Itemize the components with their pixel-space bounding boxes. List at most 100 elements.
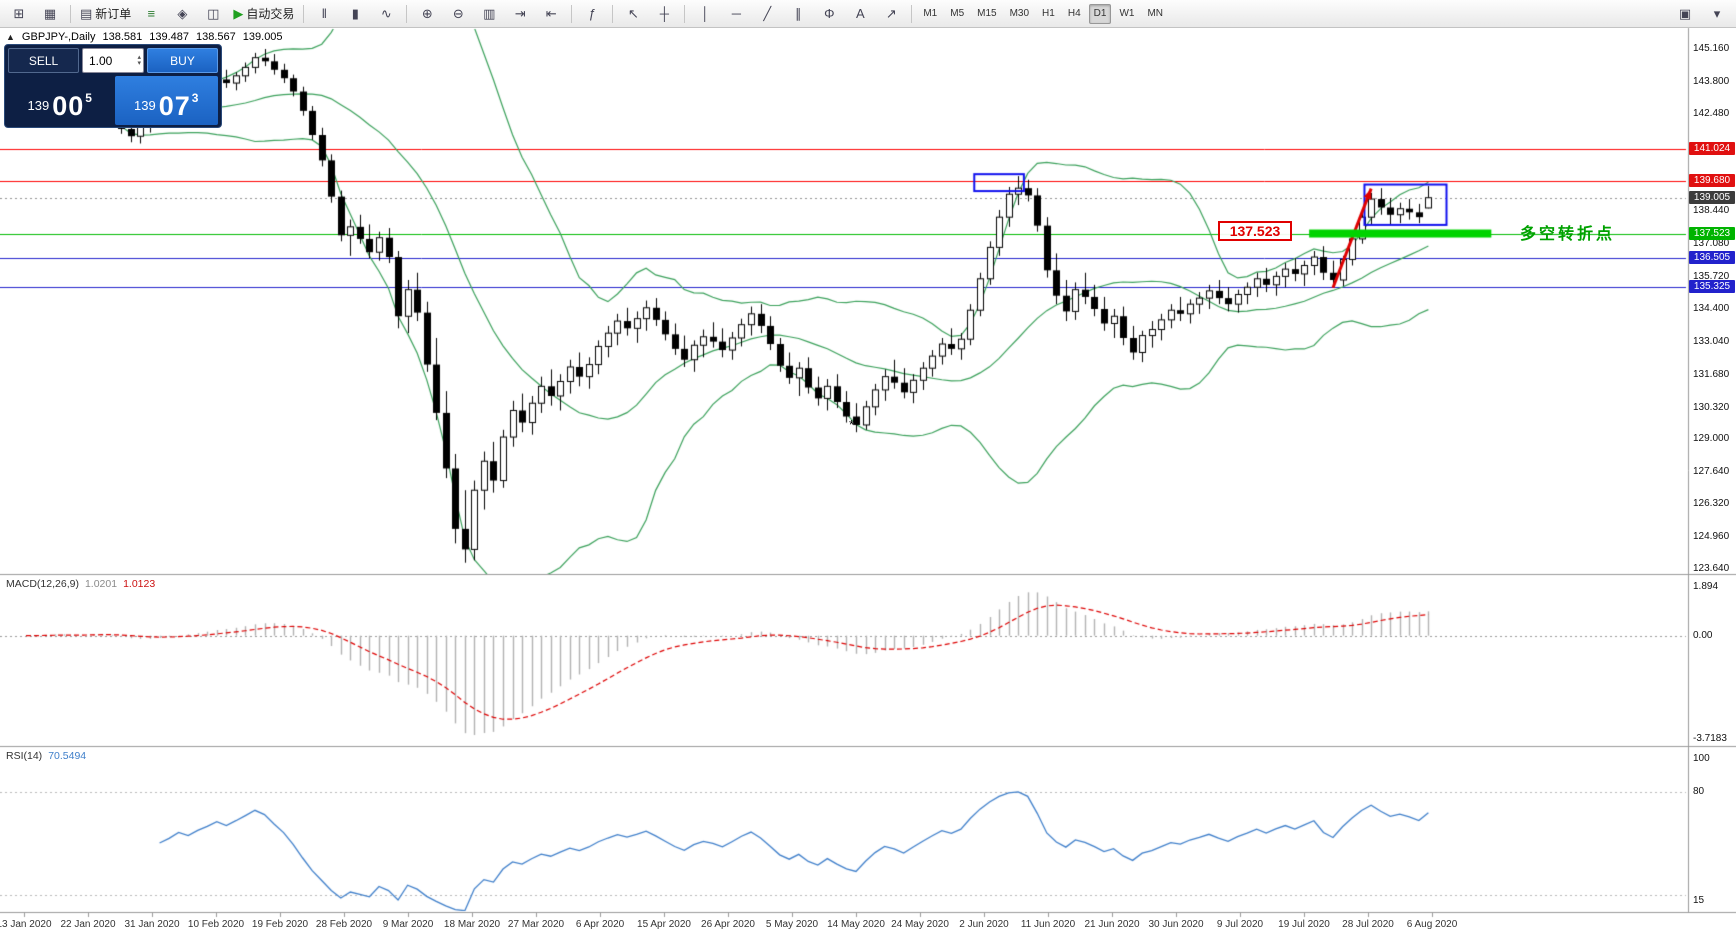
date-label[interactable]: 21 Jun 2020 — [1084, 919, 1140, 930]
new-order-button[interactable]: ▤ 新订单 — [76, 2, 135, 26]
trade-panel-collapse-icon[interactable]: ▲ — [6, 32, 15, 42]
date-label[interactable]: 27 Mar 2020 — [507, 919, 565, 930]
date-label[interactable]: 6 Aug 2020 — [1406, 919, 1458, 930]
level-annotation-box[interactable]: 137.523 — [1218, 221, 1292, 241]
autotrading-button-label: 自动交易 — [246, 7, 295, 21]
candle-chart-icon[interactable]: ▮ — [340, 2, 370, 26]
ohlc-low: 138.567 — [196, 31, 236, 43]
ohlc-close: 139.005 — [242, 31, 283, 43]
buy-price-big: 07 — [158, 91, 191, 121]
line-chart-icon[interactable]: ∿ — [371, 2, 401, 26]
autotrading-button[interactable]: ▶ 自动交易 — [229, 2, 298, 26]
date-label[interactable]: 19 Jul 2020 — [1278, 919, 1330, 930]
date-label[interactable]: 10 Feb 2020 — [187, 919, 245, 930]
horizontal-line-icon[interactable]: ─ — [721, 2, 751, 26]
cursor-icon[interactable]: ↖ — [618, 2, 648, 26]
date-label[interactable]: 14 May 2020 — [827, 919, 885, 930]
symbol-name: GBPJPY-,Daily — [21, 31, 96, 43]
bar-chart-icon[interactable]: ‖ — [309, 2, 339, 26]
profiles-icon[interactable]: ▦ — [35, 2, 65, 26]
crosshair-icon: ┼ — [659, 6, 669, 21]
timeframe-d1[interactable]: D1 — [1088, 3, 1112, 24]
fibonacci-icon[interactable]: Φ — [814, 2, 844, 26]
date-label[interactable]: 9 Jul 2020 — [1216, 919, 1264, 930]
arrows-icon[interactable]: ↗ — [876, 2, 906, 26]
price-tick: 138.440 — [1693, 205, 1730, 217]
zoom-in-icon[interactable]: ⊕ — [412, 2, 442, 26]
indicators-icon[interactable]: ƒ — [577, 2, 607, 26]
timeframe-m15[interactable]: M15 — [977, 8, 997, 19]
timeframe-h1[interactable]: H1 — [1042, 8, 1055, 19]
sell-price[interactable]: 139 00 5 — [8, 76, 112, 125]
zoom-out-icon[interactable]: ⊖ — [443, 2, 473, 26]
vertical-line-icon[interactable]: │ — [690, 2, 720, 26]
price-tick: 135.720 — [1693, 271, 1730, 283]
toolbar-separator — [911, 4, 913, 23]
navigator-icon[interactable]: ◈ — [167, 2, 197, 26]
date-label[interactable]: 28 Feb 2020 — [315, 919, 373, 930]
channel-icon: ∥ — [795, 6, 802, 21]
price-level-tag: 141.024 — [1689, 141, 1735, 155]
timeframe-w1[interactable]: W1 — [1119, 8, 1135, 19]
toolbar: ⊞ ▦ ▤ 新订单 ≡ ◈ ◫ ▶ 自动交易 ‖ ▮ ∿ ⊕ ⊖ ▥ ⇥ ⇤ ƒ ↖ ┼ │ ─ ╱ ∥ Φ A ↗ M1 M5 M15 M… — [0, 0, 1736, 28]
date-label[interactable]: 13 Jan 2020 — [0, 919, 52, 930]
date-label[interactable]: 28 Jul 2020 — [1342, 919, 1394, 930]
crosshair-icon[interactable]: ┼ — [649, 2, 679, 26]
sell-price-prefix: 139 — [27, 98, 50, 113]
buy-price[interactable]: 139 07 3 — [114, 76, 218, 125]
date-label[interactable]: 24 May 2020 — [891, 919, 949, 930]
market-watch-icon[interactable]: ≡ — [136, 2, 166, 26]
rsi-scale-15: 15 — [1693, 895, 1705, 906]
date-label[interactable]: 6 Apr 2020 — [575, 919, 625, 930]
channel-icon[interactable]: ∥ — [783, 2, 813, 26]
date-label[interactable]: 9 Mar 2020 — [382, 919, 434, 930]
chart-window-icon: ▣ — [1678, 6, 1692, 21]
date-label[interactable]: 18 Mar 2020 — [443, 919, 501, 930]
auto-scroll-icon[interactable]: ⇥ — [505, 2, 535, 26]
spinner-up-icon[interactable]: ▴ — [137, 53, 141, 61]
vertical-line-icon: │ — [701, 6, 710, 21]
timeframe-m30[interactable]: M30 — [1009, 8, 1030, 19]
turning-point-label[interactable]: 多空转折点 — [1520, 226, 1616, 243]
cursor-icon: ↖ — [627, 6, 639, 21]
new-order-button-label: 新订单 — [95, 7, 132, 21]
sell-button[interactable]: SELL — [8, 48, 79, 73]
chart-window-icon[interactable]: ▣ — [1670, 2, 1700, 26]
trendline-icon: ╱ — [763, 6, 772, 21]
rsi-name: RSI(14) — [6, 750, 43, 762]
tile-windows-icon: ▥ — [483, 6, 496, 21]
date-label[interactable]: 26 Apr 2020 — [701, 919, 755, 930]
price-level-tag: 135.325 — [1689, 279, 1735, 293]
volume-spinner[interactable]: ▴ ▾ — [137, 53, 141, 67]
date-label[interactable]: 11 Jun 2020 — [1020, 919, 1076, 930]
zoom-out-icon: ⊖ — [452, 6, 464, 21]
timeframe-h4[interactable]: H4 — [1067, 8, 1081, 19]
macd-scale-max: 1.894 — [1693, 581, 1719, 592]
ohlc-open: 138.581 — [102, 31, 143, 43]
sell-price-big: 00 — [52, 91, 85, 121]
indicators-icon: ƒ — [588, 6, 596, 21]
new-chart-icon[interactable]: ⊞ — [4, 2, 34, 26]
trendline-icon[interactable]: ╱ — [752, 2, 782, 26]
date-label[interactable]: 15 Apr 2020 — [637, 919, 691, 930]
tile-windows-icon[interactable]: ▥ — [474, 2, 504, 26]
timeframe-m5[interactable]: M5 — [950, 8, 965, 19]
terminal-icon[interactable]: ◫ — [198, 2, 228, 26]
date-label[interactable]: 31 Jan 2020 — [124, 919, 180, 930]
volume-input[interactable]: 1.00 ▴ ▾ — [82, 48, 144, 73]
chart-shift-icon[interactable]: ⇤ — [536, 2, 566, 26]
buy-button[interactable]: BUY — [147, 48, 218, 73]
timeframe-m1[interactable]: M1 — [923, 8, 938, 19]
date-label[interactable]: 30 Jun 2020 — [1148, 919, 1204, 930]
timeframe-mn[interactable]: MN — [1147, 8, 1163, 19]
price-level-tag: 139.680 — [1689, 174, 1735, 188]
date-label[interactable]: 19 Feb 2020 — [251, 919, 309, 930]
more-icon[interactable]: ▾ — [1702, 2, 1732, 26]
date-label[interactable]: 2 Jun 2020 — [959, 919, 1009, 930]
date-label[interactable]: 5 May 2020 — [765, 919, 819, 930]
price-tick: 130.320 — [1693, 401, 1730, 413]
text-icon[interactable]: A — [845, 2, 875, 26]
spinner-down-icon[interactable]: ▾ — [137, 59, 141, 67]
date-label[interactable]: 22 Jan 2020 — [60, 919, 116, 930]
